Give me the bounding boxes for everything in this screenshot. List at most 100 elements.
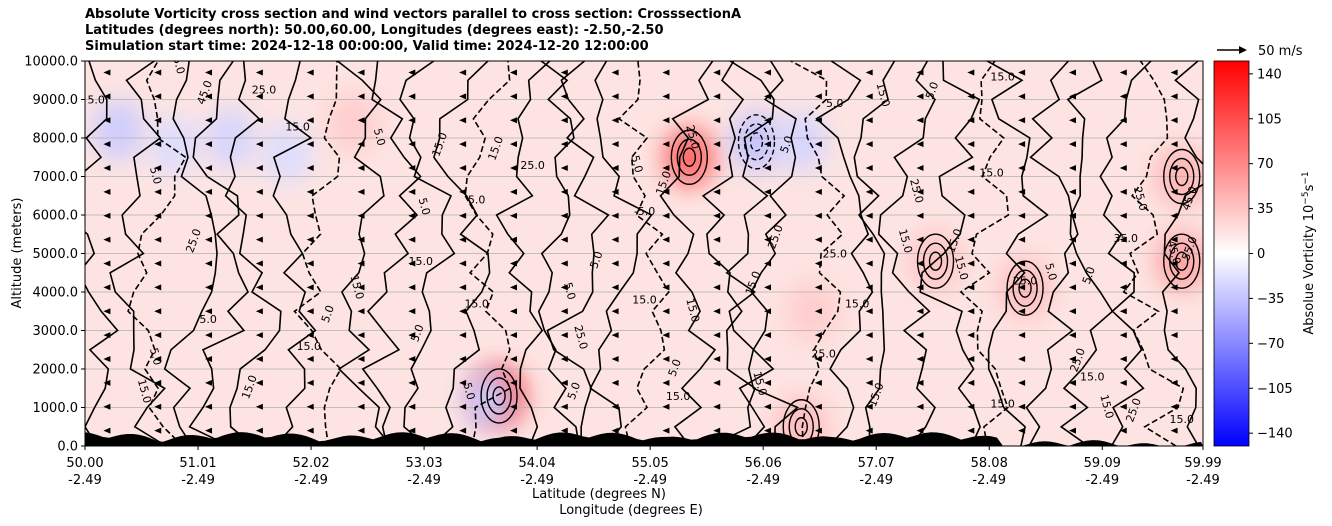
wind-vector (611, 260, 619, 267)
contour-ring (749, 132, 764, 152)
wind-vector (611, 93, 619, 100)
contour-ring (486, 377, 512, 415)
wind-vector (1170, 141, 1178, 148)
wind-vector (560, 379, 568, 386)
wind-vector (509, 260, 517, 267)
wind-vector (713, 93, 721, 100)
wind-vector (255, 212, 263, 219)
wind-vector (560, 165, 568, 172)
contour-line (188, 61, 249, 446)
wind-vector (103, 93, 111, 100)
contour-label: 5.0 (778, 134, 796, 155)
contour-line (986, 61, 1049, 446)
wind-vector (611, 284, 619, 291)
vorticity-blob (775, 111, 828, 172)
wind-vector (459, 165, 467, 172)
wind-vector (967, 403, 975, 410)
wind-vector (306, 212, 314, 219)
contour-label: 15.0 (135, 378, 154, 405)
wind-vector (1119, 284, 1127, 291)
wind-vector (459, 332, 467, 339)
wind-vector (764, 69, 772, 76)
contour-line (224, 61, 282, 446)
contour-line (701, 61, 756, 446)
wind-vector (1068, 379, 1076, 386)
wind-vector (662, 212, 670, 219)
wind-vector (1119, 165, 1127, 172)
wind-vector (662, 379, 670, 386)
wind-vector (154, 188, 162, 195)
x-tick-label-lat: 54.04 (519, 456, 556, 471)
wind-vector (103, 212, 111, 219)
contour-label: 5.0 (628, 154, 645, 174)
contour-line (1099, 61, 1152, 446)
wind-vector (560, 236, 568, 243)
contour-ring (1163, 233, 1201, 289)
y-axis-label: Altitude (meters) (10, 198, 25, 309)
y-tick-label: 1000.0 (33, 401, 79, 416)
wind-vector (764, 260, 772, 267)
wind-vector (357, 212, 365, 219)
wind-vector (560, 403, 568, 410)
x-tick-label-lat: 50.00 (66, 456, 103, 471)
x-axis-label-lat: Latitude (degrees N) (532, 487, 666, 502)
wind-vector (764, 93, 772, 100)
wind-vector (1018, 212, 1026, 219)
quiver-key: 50 m/s (1217, 44, 1303, 59)
wind-vector (103, 308, 111, 315)
contour-label: 25.0 (252, 84, 277, 97)
vorticity-blob (730, 111, 783, 172)
x-tick-label-lat: 56.06 (745, 456, 782, 471)
wind-vector (967, 355, 975, 362)
wind-vector (713, 212, 721, 219)
wind-vector (306, 141, 314, 148)
wind-vector (255, 308, 263, 315)
wind-vector (1170, 188, 1178, 195)
wind-vector (1170, 212, 1178, 219)
x-axis: 50.00 -2.49 51.01 -2.49 52.02 -2.49 53.03 -2.49… (66, 446, 1222, 488)
wind-vector (814, 236, 822, 243)
wind-vector (713, 427, 721, 434)
wind-vector (662, 141, 670, 148)
wind-vector (1018, 332, 1026, 339)
wind-vector (967, 141, 975, 148)
wind-vector (154, 117, 162, 124)
contour-ring (682, 147, 697, 167)
wind-vector (255, 260, 263, 267)
x-tick-label-lon: -2.49 (1085, 473, 1119, 488)
wind-vector (865, 355, 873, 362)
wind-vector (103, 260, 111, 267)
wind-vector (814, 403, 822, 410)
wind-vector (814, 308, 822, 315)
contour-ring (492, 386, 506, 406)
wind-vector (1018, 188, 1026, 195)
wind-vector (916, 93, 924, 100)
wind-vector (1119, 236, 1127, 243)
wind-vector (255, 93, 263, 100)
wind-vector (1068, 69, 1076, 76)
wind-vectors (103, 69, 1178, 434)
x-tick-label-lon: -2.49 (859, 473, 893, 488)
wind-vector (662, 165, 670, 172)
quiver-key-label: 50 m/s (1258, 44, 1303, 59)
wind-vector (205, 332, 213, 339)
wind-vector (967, 165, 975, 172)
wind-vector (814, 141, 822, 148)
wind-vector (865, 69, 873, 76)
contour-ring (670, 129, 709, 185)
x-tick-label-lon: -2.49 (294, 473, 328, 488)
wind-vector (764, 117, 772, 124)
wind-vector (103, 427, 111, 434)
wind-vector (509, 93, 517, 100)
wind-vector (408, 427, 416, 434)
wind-vector (916, 236, 924, 243)
wind-vector (1068, 236, 1076, 243)
wind-vector (713, 308, 721, 315)
wind-vector (713, 141, 721, 148)
wind-vector (611, 355, 619, 362)
x-tick-label-lat: 53.03 (405, 456, 442, 471)
wind-vector (611, 212, 619, 219)
contour-label: 15.0 (632, 294, 657, 307)
y-axis: 0.0 1000.0 2000.0 3000.0 4000.0 5000.0 6000.0 7… (24, 55, 85, 455)
wind-vector (1068, 403, 1076, 410)
